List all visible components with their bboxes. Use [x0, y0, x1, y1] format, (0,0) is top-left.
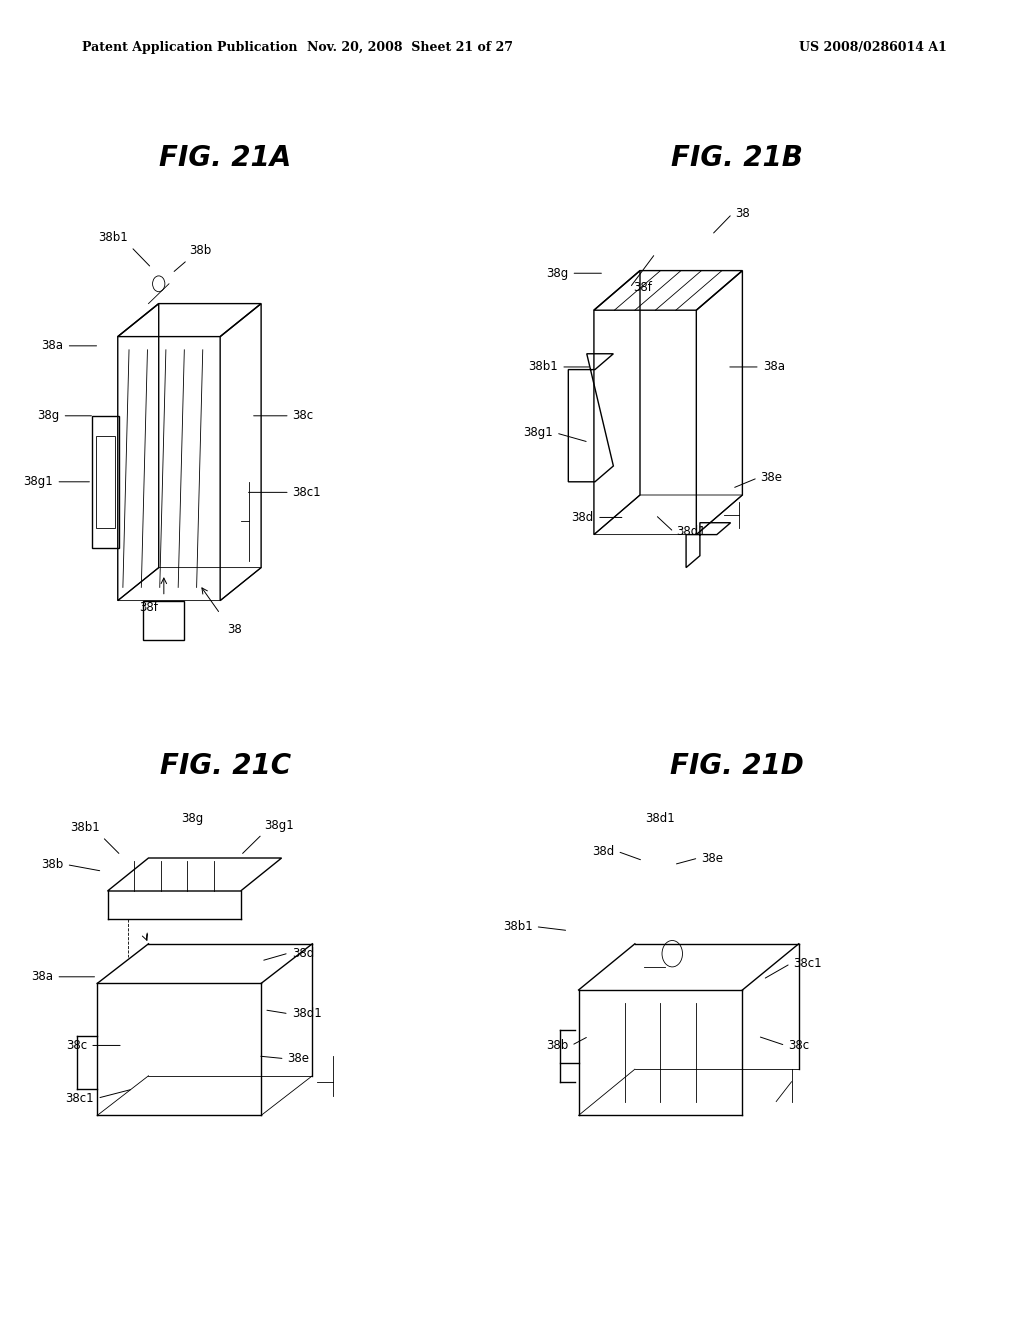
Text: 38b1: 38b1 [71, 821, 100, 834]
Text: 38b: 38b [41, 858, 63, 871]
Text: 38g1: 38g1 [523, 426, 553, 440]
Text: 38g: 38g [546, 267, 568, 280]
Text: 38b: 38b [546, 1039, 568, 1052]
Text: 38a: 38a [42, 339, 63, 352]
Text: 38a: 38a [32, 970, 53, 983]
Text: 38: 38 [735, 207, 750, 220]
Text: 38f: 38f [633, 281, 651, 294]
Text: 38d: 38d [292, 946, 314, 960]
Text: 38f: 38f [139, 601, 158, 614]
Text: 38g: 38g [37, 409, 59, 422]
Text: 38b1: 38b1 [528, 360, 558, 374]
Text: 38e: 38e [701, 851, 723, 865]
Text: 38c: 38c [66, 1039, 87, 1052]
Text: FIG. 21B: FIG. 21B [672, 144, 803, 173]
Text: 38g: 38g [181, 812, 204, 825]
Text: 38: 38 [227, 623, 242, 636]
Text: FIG. 21A: FIG. 21A [159, 144, 292, 173]
Text: 38e: 38e [287, 1052, 308, 1065]
Text: FIG. 21D: FIG. 21D [671, 751, 804, 780]
Text: 38c: 38c [788, 1039, 810, 1052]
Text: 38b: 38b [189, 244, 212, 257]
Text: 38d: 38d [571, 511, 594, 524]
Text: 38b1: 38b1 [503, 920, 532, 933]
Text: 38d: 38d [592, 845, 614, 858]
Text: 38c: 38c [292, 409, 313, 422]
Text: 38c1: 38c1 [292, 486, 321, 499]
Text: Nov. 20, 2008  Sheet 21 of 27: Nov. 20, 2008 Sheet 21 of 27 [306, 41, 513, 54]
Text: 38d1: 38d1 [676, 525, 706, 539]
Text: 38b1: 38b1 [98, 231, 128, 244]
Text: 38c1: 38c1 [794, 957, 822, 970]
Text: Patent Application Publication: Patent Application Publication [82, 41, 297, 54]
Text: 38d1: 38d1 [645, 812, 676, 825]
Text: 38d1: 38d1 [292, 1007, 322, 1020]
Text: 38e: 38e [760, 471, 781, 484]
Text: US 2008/0286014 A1: US 2008/0286014 A1 [799, 41, 946, 54]
Text: 38a: 38a [763, 360, 784, 374]
Text: 38g1: 38g1 [264, 818, 294, 832]
Text: 38g1: 38g1 [24, 475, 53, 488]
Text: FIG. 21C: FIG. 21C [160, 751, 291, 780]
Text: 38c1: 38c1 [66, 1092, 94, 1105]
